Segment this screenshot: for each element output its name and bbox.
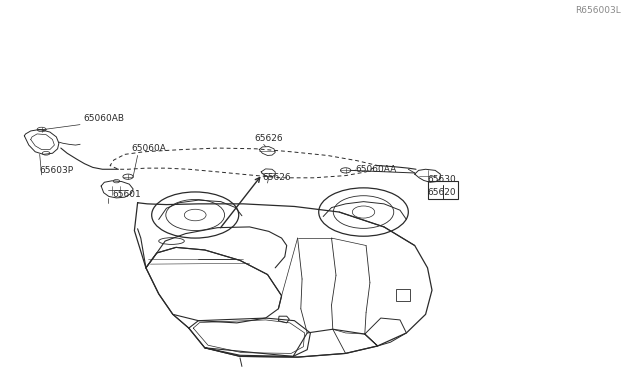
Text: R656003L: R656003L: [575, 6, 621, 15]
Text: 65060AB: 65060AB: [83, 114, 124, 123]
Text: 65060AA: 65060AA: [355, 165, 396, 174]
Bar: [428, 181, 458, 199]
Text: 65626: 65626: [262, 173, 291, 182]
Text: 65603P: 65603P: [40, 166, 74, 175]
Text: 65626: 65626: [254, 134, 283, 143]
Bar: [396, 289, 410, 301]
Text: 65630: 65630: [428, 175, 456, 184]
Text: 65601: 65601: [112, 190, 141, 199]
Text: 65620: 65620: [428, 188, 456, 197]
Text: 65060A: 65060A: [131, 144, 166, 153]
